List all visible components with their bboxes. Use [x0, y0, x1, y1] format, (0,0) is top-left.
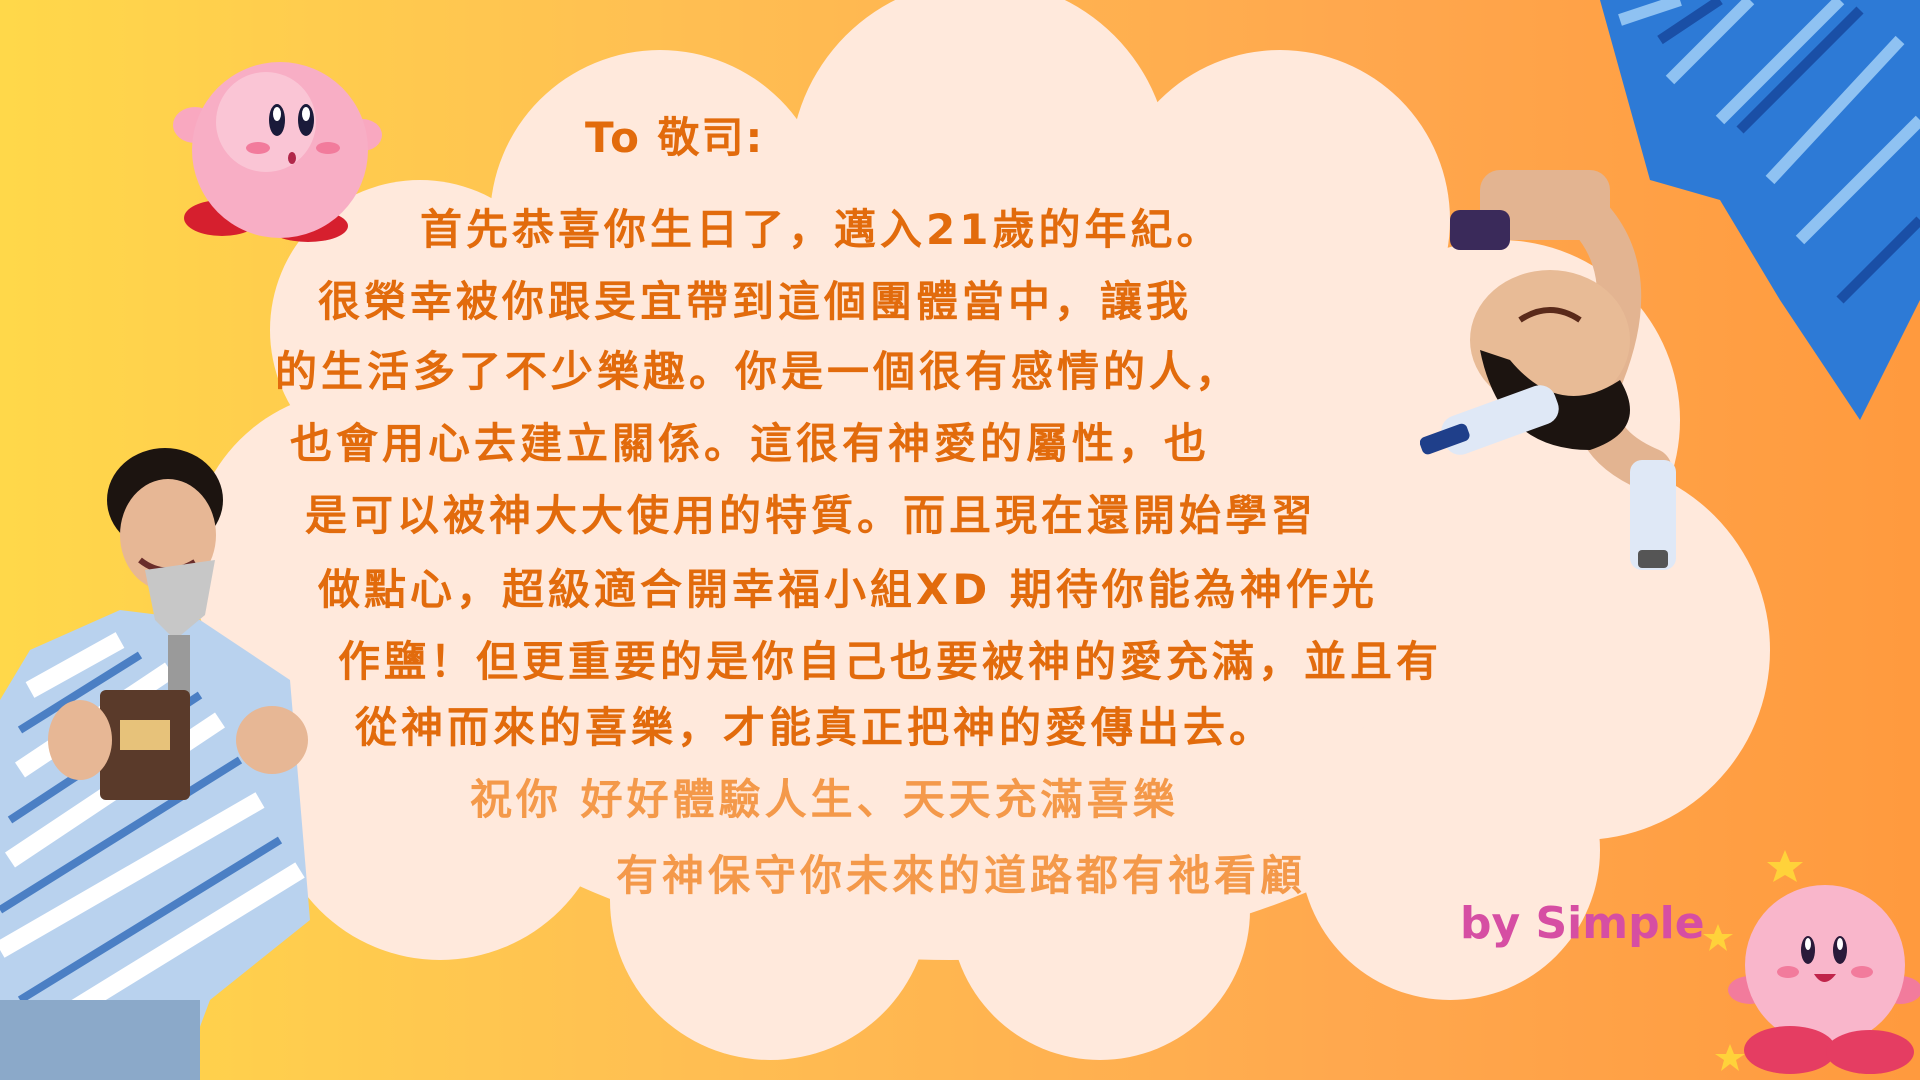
letter-line: 從神而來的喜樂，才能真正把神的愛傳出去。	[355, 694, 1275, 755]
kirby-character	[170, 50, 390, 250]
person-photo-upside-down	[1420, 0, 1920, 580]
letter-line: 的生活多了不少樂趣。你是一個很有感情的人，	[275, 338, 1241, 399]
letter-line: 做點心，超級適合開幸福小組XD 期待你能為神作光	[318, 556, 1378, 617]
person-photo-with-trophy	[0, 440, 330, 1080]
greeting: To 敬司:	[585, 104, 764, 165]
kirby-character-with-stars	[1690, 840, 1920, 1080]
letter-line: 很榮幸被你跟旻宜帶到這個團體當中，讓我	[318, 268, 1192, 329]
letter-line: 首先恭喜你生日了，邁入21歲的年紀。	[420, 196, 1222, 257]
wish-line: 祝你 好好體驗人生、天天充滿喜樂	[470, 766, 1179, 827]
letter-line: 作鹽！但更重要的是你自己也要被神的愛充滿，並且有	[338, 628, 1442, 689]
letter-line: 是可以被神大大使用的特質。而且現在還開始學習	[305, 482, 1317, 543]
wish-line: 有神保守你未來的道路都有祂看顧	[616, 842, 1306, 903]
signature: by Simple	[1460, 898, 1705, 949]
letter-line: 也會用心去建立關係。這很有神愛的屬性，也	[290, 410, 1210, 471]
